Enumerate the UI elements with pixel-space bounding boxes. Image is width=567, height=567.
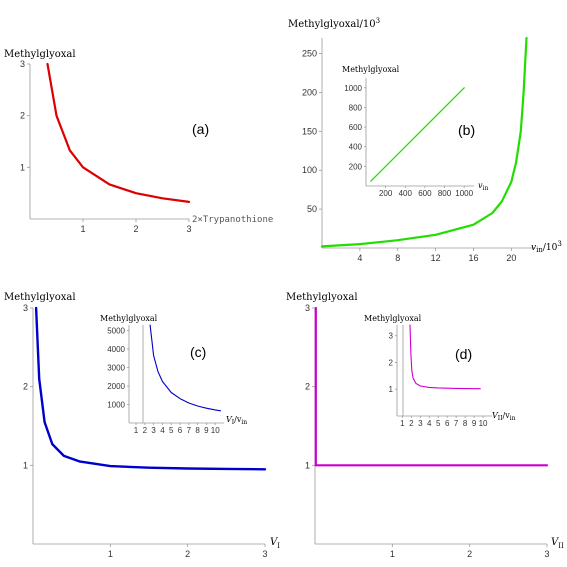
- panel-d-series-line: [314, 306, 549, 467]
- panel-a-series-line: [46, 62, 191, 203]
- panel-c-inset-xtick-label: 3: [151, 426, 156, 435]
- panel-c-inset-xlabel: VI/vin: [226, 415, 247, 426]
- panel-a-xtick-label: 1: [80, 224, 85, 234]
- panel-a-ytick-label: 3: [20, 59, 25, 69]
- panel-a-xtick-label: 3: [186, 224, 191, 234]
- panel-b-inset-series-line: [370, 87, 465, 182]
- panel-b-inset-xlabel: vin: [478, 181, 488, 192]
- panel-a: Methylglyoxal 2×Trypanothione (a) 1 2 3 1 2 3: [4, 49, 273, 234]
- panel-b-ytick-label: 250: [302, 49, 317, 59]
- panel-d-inset-ytick-label: 3: [389, 332, 394, 341]
- panel-b-inset-xtick-label: 1000: [455, 189, 473, 198]
- panel-c-inset-xtick-label: 10: [211, 426, 220, 435]
- panel-b-xlabel: vin/103: [531, 240, 562, 254]
- panel-c-inset-xtick-label: 5: [169, 426, 174, 435]
- panel-b: Methylglyoxal/103 vin/103 (b) 4 8 12 16 20 50…: [288, 17, 562, 263]
- panel-d-inset-xtick-label: 1: [400, 419, 405, 428]
- panel-d-inset-xlabel: VII/vin: [492, 411, 516, 422]
- panel-b-inset-ytick-label: 600: [349, 123, 363, 132]
- panel-d-inset-xtick-label: 6: [445, 419, 450, 428]
- panel-d-label: (d): [455, 346, 472, 362]
- panel-c-series-line: [34, 306, 267, 471]
- panel-d-xtick-label: 1: [390, 549, 395, 559]
- panel-b-inset: Methylglyoxal vin 200 400 600 800 1000200400…: [342, 65, 488, 198]
- panel-a-ylabel: Methylglyoxal: [4, 49, 76, 60]
- panel-c-inset-xtick-label: 8: [195, 426, 200, 435]
- panel-c-inset-xtick-label: 4: [160, 426, 165, 435]
- panel-b-inset-xtick-label: 400: [399, 189, 413, 198]
- panel-b-ytick-label: 200: [302, 87, 317, 97]
- panel-d-inset-xtick-label: 8: [463, 419, 468, 428]
- panel-b-inset-ylabel: Methylglyoxal: [342, 65, 400, 74]
- panel-d-ytick-label: 2: [305, 382, 310, 392]
- panel-b-xtick-label: 12: [431, 253, 441, 263]
- panel-d-xtick-label: 3: [544, 549, 549, 559]
- panel-b-series-line: [320, 36, 528, 248]
- panel-c-inset-ytick-label: 3000: [107, 364, 125, 373]
- panel-b-inset-ytick-label: 800: [349, 103, 363, 112]
- panel-d-inset-xtick-label: 9: [472, 419, 477, 428]
- panel-c-xtick-label: 2: [185, 549, 190, 559]
- panel-c-inset: Methylglyoxal VI/vin 1 2 3 4 5 6 7 8 9 10 1000 2000…: [100, 314, 247, 435]
- panel-c-inset-xtick-label: 7: [187, 426, 192, 435]
- panel-c-inset-xtick-label: 9: [204, 426, 209, 435]
- panel-d-inset-xtick-label: 7: [454, 419, 459, 428]
- panel-d-inset-ytick-label: 2: [389, 358, 394, 367]
- panel-b-ytick-label: 50: [307, 204, 317, 214]
- panel-c-inset-xtick-label: 6: [178, 426, 183, 435]
- panel-c-inset-xtick-label: 2: [143, 426, 148, 435]
- panel-b-label: (b): [458, 122, 475, 138]
- panel-c-inset-xtick-label: 1: [134, 426, 139, 435]
- panel-c-label: (c): [190, 344, 206, 360]
- panel-d-xtick-label: 2: [467, 549, 472, 559]
- panel-d-ytick-label: 1: [305, 460, 310, 470]
- panel-c-xtick-label: 1: [108, 549, 113, 559]
- panel-b-ylabel: Methylglyoxal/103: [288, 17, 380, 30]
- panel-b-xtick-label: 20: [506, 253, 516, 263]
- panel-d-ylabel: Methylglyoxal: [286, 292, 358, 303]
- panel-b-inset-ytick-label: 400: [349, 143, 363, 152]
- panel-d-ytick-label: 3: [305, 303, 310, 313]
- panel-b-inset-xtick-label: 200: [379, 189, 393, 198]
- panel-a-xlabel: 2×Trypanothione: [192, 215, 273, 225]
- panel-b-xtick-label: 16: [468, 253, 478, 263]
- panel-b-inset-xtick-label: 600: [418, 189, 432, 198]
- panel-c-inset-ylabel: Methylglyoxal: [100, 314, 158, 323]
- panel-a-ytick-label: 2: [20, 111, 25, 121]
- panel-d-inset-ylabel: Methylglyoxal: [364, 314, 422, 323]
- panel-d-inset-xtick-label: 3: [418, 419, 423, 428]
- panel-c-xtick-label: 3: [262, 549, 267, 559]
- panel-d-inset-series-line: [409, 324, 481, 390]
- panel-b-xtick-label: 8: [395, 253, 400, 263]
- panel-d-xlabel: VII: [551, 537, 564, 550]
- panel-c-inset-series-line: [149, 324, 222, 412]
- panel-d-inset-xtick-label: 10: [479, 419, 488, 428]
- panel-a-xtick-label: 2: [133, 224, 138, 234]
- panel-c-inset-ytick-label: 2000: [107, 382, 125, 391]
- panel-c-ylabel: Methylglyoxal: [4, 292, 76, 303]
- panel-d-inset-xtick-label: 2: [409, 419, 414, 428]
- panel-c-ytick-label: 1: [23, 460, 28, 470]
- panel-b-ytick-label: 150: [302, 126, 317, 136]
- panel-a-label: (a): [192, 121, 209, 137]
- panel-b-xtick-label: 4: [357, 253, 362, 263]
- panel-d-inset-xtick-label: 5: [436, 419, 441, 428]
- panel-a-ytick-label: 1: [20, 162, 25, 172]
- panel-b-inset-ytick-label: 1000: [344, 84, 362, 93]
- panel-c-inset-ytick-label: 1000: [107, 401, 125, 410]
- panel-c-ytick-label: 2: [23, 382, 28, 392]
- panel-c-inset-ytick-label: 4000: [107, 345, 125, 354]
- panel-b-inset-xtick-label: 800: [438, 189, 452, 198]
- panel-d-inset-xtick-label: 4: [427, 419, 432, 428]
- panel-c-inset-ytick-label: 5000: [107, 327, 125, 336]
- panel-d-inset-ytick-label: 1: [389, 385, 394, 394]
- panel-c-xlabel: VI: [270, 537, 280, 550]
- panel-c-ytick-label: 3: [23, 303, 28, 313]
- panel-b-inset-ytick-label: 200: [349, 162, 363, 171]
- panel-b-ytick-label: 100: [302, 165, 317, 175]
